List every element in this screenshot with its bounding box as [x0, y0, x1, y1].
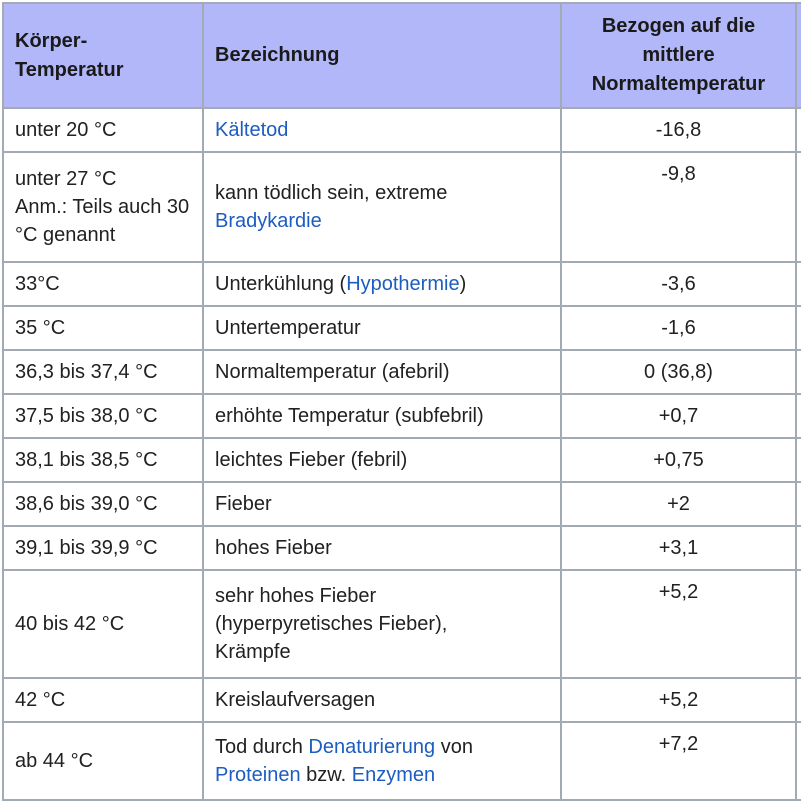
table-row: 38,6 bis 39,0 °C Fieber +2: [2, 481, 801, 527]
bezeichnung-text: Unterkühlung (: [215, 273, 347, 295]
bezeichnung-text: bzw.: [300, 764, 352, 786]
normaltemperature-delta-cell: -3,6: [560, 261, 797, 307]
normaltemperature-delta-cell: +7,2: [560, 721, 797, 801]
temperature-range-cell: ab 44 °C: [2, 721, 204, 801]
header-bezeichnung: Bezeichnung: [202, 2, 562, 109]
clipped-column-cell: [795, 261, 801, 307]
bezeichnung-cell: Untertemperatur: [202, 305, 562, 351]
temperature-range-cell: 33°C: [2, 261, 204, 307]
clipped-column-cell: [795, 349, 801, 395]
bezeichnung-text: Tod durch: [215, 736, 309, 758]
bezeichnung-cell: Normaltemperatur (afebril): [202, 349, 562, 395]
bezeichnung-text: sehr hohes Fieber (hyperpyretisches Fieb…: [215, 585, 448, 663]
table-row: 38,1 bis 38,5 °C leichtes Fieber (febril)…: [2, 437, 801, 483]
wiki-link[interactable]: Kältetod: [215, 119, 289, 141]
table-row: 42 °C Kreislaufversagen +5,2: [2, 677, 801, 723]
normaltemperature-delta-cell: 0 (36,8): [560, 349, 797, 395]
bezeichnung-text: kann tödlich sein, extreme: [215, 182, 448, 204]
clipped-column-cell: [795, 107, 801, 153]
table-row: 35 °C Untertemperatur -1,6: [2, 305, 801, 351]
bezeichnung-cell: Fieber: [202, 481, 562, 527]
clipped-column-cell: [795, 525, 801, 571]
temperature-range-cell: 36,3 bis 37,4 °C: [2, 349, 204, 395]
table-body: unter 20 °C Kältetod -16,8 unter 27 °C Anm.…: [2, 107, 801, 801]
wiki-link[interactable]: Enzymen: [351, 764, 436, 786]
clipped-column-cell: [795, 393, 801, 439]
bezeichnung-cell: leichtes Fieber (febril): [202, 437, 562, 483]
header-row: Körper- Temperatur Bezeichnung Bezogen a…: [2, 2, 801, 109]
bezeichnung-cell: hohes Fieber: [202, 525, 562, 571]
table-row: 36,3 bis 37,4 °C Normaltemperatur (afebri…: [2, 349, 801, 395]
table-row: 33°C Unterkühlung (Hypothermie) -3,6: [2, 261, 801, 307]
temperature-range-cell: 40 bis 42 °C: [2, 569, 204, 679]
normaltemperature-delta-cell: +5,2: [560, 677, 797, 723]
normaltemperature-delta-cell: -9,8: [560, 151, 797, 263]
normaltemperature-delta-cell: +3,1: [560, 525, 797, 571]
normaltemperature-delta-cell: -16,8: [560, 107, 797, 153]
clipped-column-cell: [795, 437, 801, 483]
header-koerpertemperatur: Körper- Temperatur: [2, 2, 204, 109]
bezeichnung-cell: Tod durch Denaturierung von Proteinen bz…: [202, 721, 562, 801]
bezeichnung-cell: Unterkühlung (Hypothermie): [202, 261, 562, 307]
temperature-range-cell: unter 20 °C: [2, 107, 204, 153]
bezeichnung-cell: erhöhte Temperatur (subfebril): [202, 393, 562, 439]
clipped-column-cell: [795, 569, 801, 679]
table-row: 40 bis 42 °C sehr hohes Fieber (hyperpyre…: [2, 569, 801, 679]
temperature-range-cell: 35 °C: [2, 305, 204, 351]
temperature-range-cell: unter 27 °C Anm.: Teils auch 30 °C genan…: [2, 151, 204, 263]
wiki-link[interactable]: Bradykardie: [215, 210, 322, 232]
normaltemperature-delta-cell: -1,6: [560, 305, 797, 351]
header-clipped-column: [795, 2, 801, 109]
normaltemperature-delta-cell: +2: [560, 481, 797, 527]
bezeichnung-text: Untertemperatur: [215, 317, 361, 339]
clipped-column-cell: [795, 305, 801, 351]
bezeichnung-text: leichtes Fieber (febril): [215, 449, 408, 471]
temperature-range-cell: 42 °C: [2, 677, 204, 723]
temperature-range-cell: 38,1 bis 38,5 °C: [2, 437, 204, 483]
table-row: 37,5 bis 38,0 °C erhöhte Temperatur (subf…: [2, 393, 801, 439]
wiki-link[interactable]: Denaturierung: [308, 736, 436, 758]
clipped-column-cell: [795, 151, 801, 263]
bezeichnung-text: hohes Fieber: [215, 537, 332, 559]
bezeichnung-text: Normaltemperatur (afebril): [215, 361, 450, 383]
clipped-column-cell: [795, 481, 801, 527]
bezeichnung-text: Fieber: [215, 493, 272, 515]
clipped-column-cell: [795, 677, 801, 723]
temperature-range-cell: 39,1 bis 39,9 °C: [2, 525, 204, 571]
bezeichnung-cell: sehr hohes Fieber (hyperpyretisches Fieb…: [202, 569, 562, 679]
wiki-link[interactable]: Hypothermie: [346, 273, 460, 295]
bezeichnung-text: Kreislaufversagen: [215, 689, 376, 711]
bezeichnung-text: von: [435, 736, 473, 758]
bezeichnung-cell: kann tödlich sein, extreme Bradykardie: [202, 151, 562, 263]
bezeichnung-text: ): [459, 273, 467, 295]
temperature-range-cell: 38,6 bis 39,0 °C: [2, 481, 204, 527]
bezeichnung-cell: Kältetod: [202, 107, 562, 153]
bezeichnung-cell: Kreislaufversagen: [202, 677, 562, 723]
table-row: 39,1 bis 39,9 °C hohes Fieber +3,1: [2, 525, 801, 571]
normaltemperature-delta-cell: +0,7: [560, 393, 797, 439]
header-bezogen-auf-normaltemperatur: Bezogen auf die mittlere Normaltemperatu…: [560, 2, 797, 109]
normaltemperature-delta-cell: +0,75: [560, 437, 797, 483]
temperature-range-cell: 37,5 bis 38,0 °C: [2, 393, 204, 439]
table-row: unter 27 °C Anm.: Teils auch 30 °C genan…: [2, 151, 801, 263]
wiki-link[interactable]: Proteinen: [215, 764, 301, 786]
clipped-column-cell: [795, 721, 801, 801]
table-row: ab 44 °C Tod durch Denaturierung von Prot…: [2, 721, 801, 801]
table-row: unter 20 °C Kältetod -16,8: [2, 107, 801, 153]
normaltemperature-delta-cell: +5,2: [560, 569, 797, 679]
bezeichnung-text: erhöhte Temperatur (subfebril): [215, 405, 484, 427]
